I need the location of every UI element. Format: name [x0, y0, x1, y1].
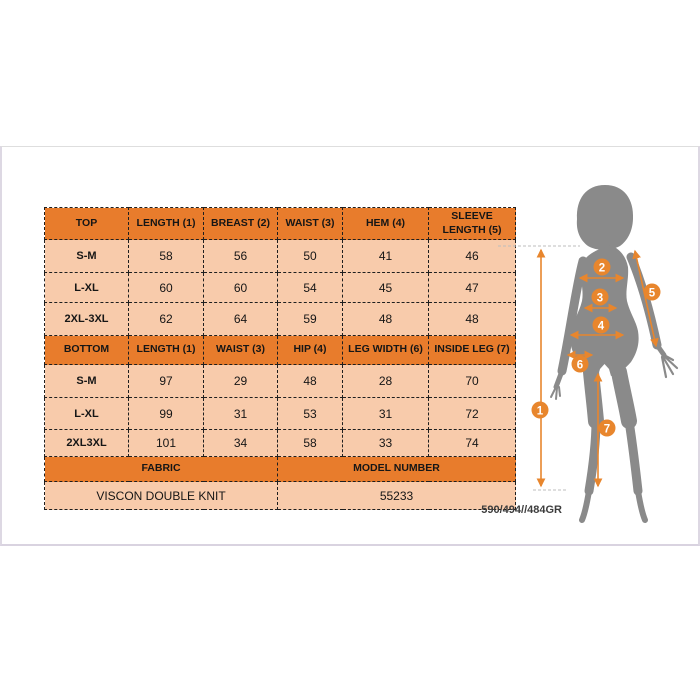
- table-row: 2XL3XL 101 34 58 33 74: [44, 429, 516, 457]
- size-cell: L-XL: [44, 272, 129, 303]
- header-cell: WAIST (3): [277, 207, 343, 240]
- table-row: L-XL 99 31 53 31 72: [44, 397, 516, 430]
- value-cell: 101: [128, 429, 204, 457]
- value-cell: 48: [277, 364, 343, 398]
- header-cell: INSIDE LEG (7): [428, 335, 516, 365]
- value-cell: 58: [128, 239, 204, 273]
- value-cell: 34: [203, 429, 278, 457]
- header-cell: LEG WIDTH (6): [342, 335, 429, 365]
- value-cell: 58: [277, 429, 343, 457]
- value-cell: 47: [428, 272, 516, 303]
- svg-text:3: 3: [597, 293, 603, 305]
- size-cell: S-M: [44, 239, 129, 273]
- value-cell: 60: [203, 272, 278, 303]
- svg-text:4: 4: [598, 321, 605, 333]
- arrow-sleeve: [632, 249, 659, 348]
- svg-text:1: 1: [537, 406, 544, 418]
- value-cell: 29: [203, 364, 278, 398]
- value-cell: 50: [277, 239, 343, 273]
- value-cell: 99: [128, 397, 204, 430]
- marker-1-badge: 1: [531, 401, 549, 419]
- product-code: 590/494//484GR: [481, 504, 562, 516]
- size-cell: L-XL: [44, 397, 129, 430]
- fabric-label-cell: FABRIC: [44, 456, 278, 482]
- header-cell: LENGTH (1): [128, 335, 204, 365]
- value-cell: 31: [342, 397, 429, 430]
- table-row: L-XL 60 60 54 45 47: [44, 272, 516, 303]
- size-chart-table: TOP LENGTH (1) BREAST (2) WAIST (3) HEM …: [44, 207, 516, 510]
- header-cell: WAIST (3): [203, 335, 278, 365]
- size-cell: 2XL-3XL: [44, 302, 129, 336]
- top-header-row: TOP LENGTH (1) BREAST (2) WAIST (3) HEM …: [44, 207, 516, 240]
- table-row: S-M 58 56 50 41 46: [44, 239, 516, 273]
- header-cell: SLEEVE LENGTH (5): [428, 207, 516, 240]
- value-cell: 46: [428, 239, 516, 273]
- value-cell: 33: [342, 429, 429, 457]
- table-row: S-M 97 29 48 28 70: [44, 364, 516, 398]
- svg-text:2: 2: [599, 263, 605, 275]
- value-cell: 59: [277, 302, 343, 336]
- measurement-figure: 1 2 3 4 5: [490, 175, 700, 535]
- svg-text:6: 6: [577, 360, 583, 372]
- svg-text:7: 7: [604, 424, 610, 436]
- svg-text:5: 5: [649, 288, 656, 300]
- marker-6-badge: 6: [571, 355, 589, 373]
- value-cell: 48: [342, 302, 429, 336]
- header-cell: TOP: [44, 207, 129, 240]
- header-cell: HIP (4): [277, 335, 343, 365]
- size-cell: S-M: [44, 364, 129, 398]
- measurement-arrows: [536, 248, 659, 488]
- marker-2-badge: 2: [593, 258, 611, 276]
- header-cell: HEM (4): [342, 207, 429, 240]
- value-cell: 64: [203, 302, 278, 336]
- header-cell: BOTTOM: [44, 335, 129, 365]
- model-label-cell: MODEL NUMBER: [277, 456, 516, 482]
- info-header-row: FABRIC MODEL NUMBER: [44, 456, 516, 482]
- info-value-row: VISCON DOUBLE KNIT 55233: [44, 481, 516, 510]
- marker-badges: 1 2 3 4 5: [531, 258, 661, 437]
- value-cell: 45: [342, 272, 429, 303]
- marker-3-badge: 3: [591, 288, 609, 306]
- value-cell: 31: [203, 397, 278, 430]
- value-cell: 53: [277, 397, 343, 430]
- value-cell: 28: [342, 364, 429, 398]
- marker-4-badge: 4: [592, 316, 610, 334]
- table-row: 2XL-3XL 62 64 59 48 48: [44, 302, 516, 336]
- female-silhouette-diagram: 1 2 3 4 5: [498, 185, 679, 523]
- value-cell: 97: [128, 364, 204, 398]
- value-cell: 48: [428, 302, 516, 336]
- marker-5-badge: 5: [643, 283, 661, 301]
- header-cell: BREAST (2): [203, 207, 278, 240]
- value-cell: 72: [428, 397, 516, 430]
- value-cell: 70: [428, 364, 516, 398]
- value-cell: 41: [342, 239, 429, 273]
- marker-7-badge: 7: [598, 419, 616, 437]
- value-cell: 60: [128, 272, 204, 303]
- model-value-cell: 55233: [277, 481, 516, 510]
- value-cell: 62: [128, 302, 204, 336]
- size-cell: 2XL3XL: [44, 429, 129, 457]
- value-cell: 56: [203, 239, 278, 273]
- value-cell: 74: [428, 429, 516, 457]
- value-cell: 54: [277, 272, 343, 303]
- fabric-value-cell: VISCON DOUBLE KNIT: [44, 481, 278, 510]
- bottom-header-row: BOTTOM LENGTH (1) WAIST (3) HIP (4) LEG …: [44, 335, 516, 365]
- header-cell: LENGTH (1): [128, 207, 204, 240]
